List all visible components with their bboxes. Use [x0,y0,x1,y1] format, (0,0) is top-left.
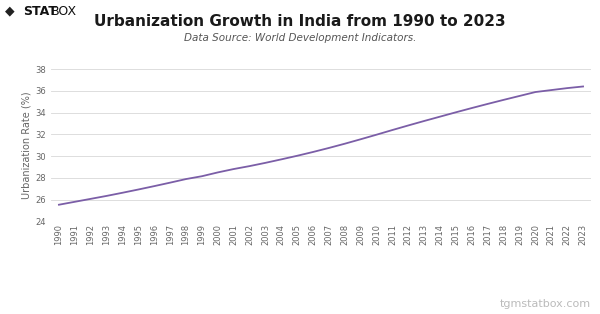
Text: Urbanization Growth in India from 1990 to 2023: Urbanization Growth in India from 1990 t… [94,14,506,29]
Legend: India: India [291,312,351,314]
Text: BOX: BOX [50,5,77,18]
Y-axis label: Urbanization Rate (%): Urbanization Rate (%) [21,91,31,199]
Text: ◆: ◆ [5,5,14,18]
Text: tgmstatbox.com: tgmstatbox.com [500,299,591,309]
Text: Data Source: World Development Indicators.: Data Source: World Development Indicator… [184,33,416,43]
Text: STAT: STAT [23,5,56,18]
